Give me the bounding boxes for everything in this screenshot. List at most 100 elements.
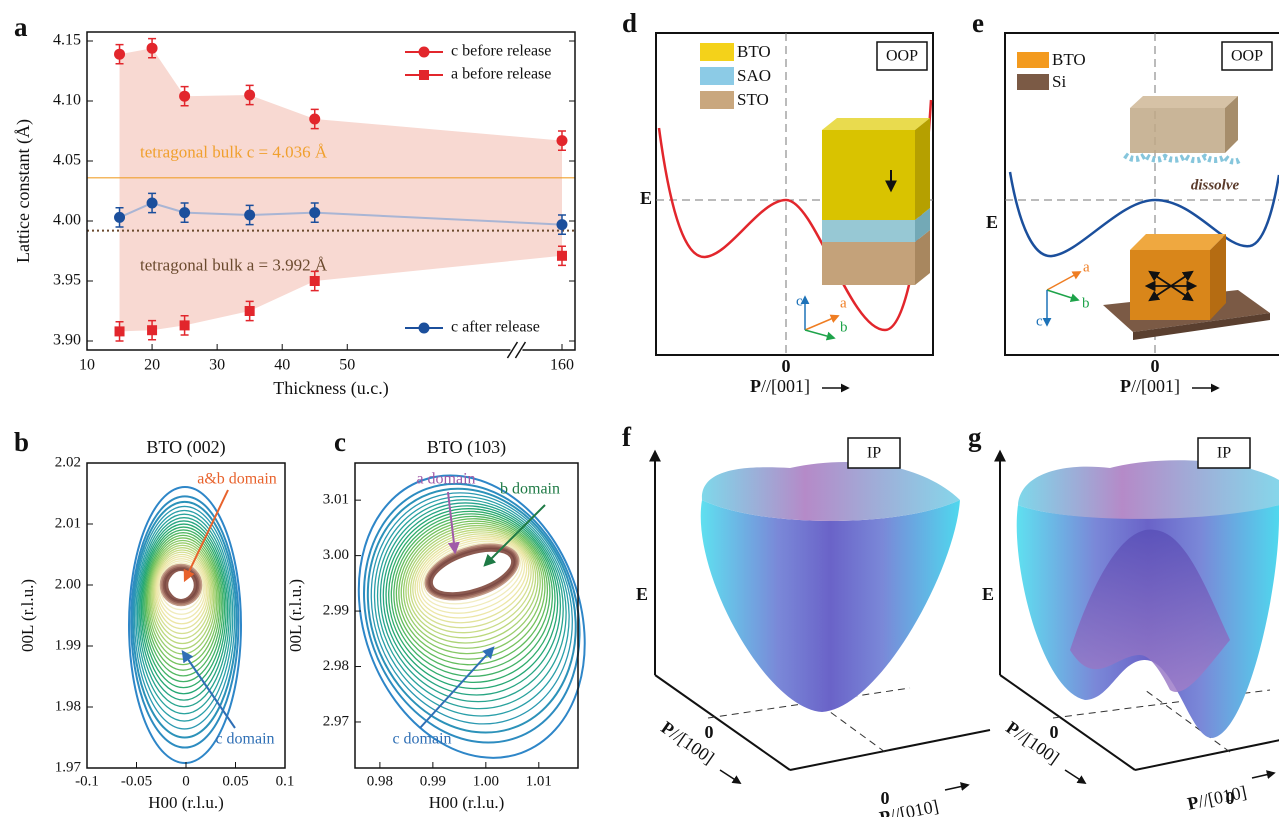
sao-layer: [822, 220, 915, 242]
x-tick-label: 10: [79, 357, 95, 374]
data-point: [556, 219, 567, 230]
axis-arrow: [1047, 290, 1078, 300]
chart-title: BTO (002): [146, 437, 225, 458]
data-point: [309, 207, 320, 218]
energy-label: E: [636, 584, 648, 604]
axis-letter: c: [1036, 313, 1043, 329]
p-axis-label: P//[001]: [1120, 376, 1180, 396]
y-tick-label: 2.01: [55, 515, 81, 531]
annotation: b domain: [500, 481, 560, 498]
legend-swatch: [700, 67, 734, 85]
panel-label: d: [622, 8, 637, 38]
y-tick-label: 4.10: [53, 92, 81, 109]
origin-label: 0: [782, 356, 791, 376]
bto-side: [915, 118, 930, 220]
p-arrow: [1065, 770, 1085, 783]
bto-top: [822, 118, 930, 130]
y-axis-label: 00L (r.l.u.): [286, 579, 305, 652]
panel-label: g: [968, 422, 982, 452]
origin-label: 0: [1151, 356, 1160, 376]
x-tick-label: -0.1: [75, 773, 99, 789]
x-tick-label: 0.1: [276, 773, 295, 789]
data-point: [114, 49, 125, 60]
panel-d: c a b OOP E 0 P//[001]: [640, 33, 933, 396]
data-point: [244, 90, 255, 101]
contour-map: [129, 487, 241, 763]
dissolving-layer: [1125, 155, 1241, 162]
surface-rim: [1018, 460, 1279, 519]
annotation: a&b domain: [197, 471, 277, 488]
y-tick-label: 2.97: [323, 713, 350, 729]
data-point: [179, 207, 190, 218]
legend-marker: [419, 323, 430, 334]
origin-label: 0: [1050, 722, 1059, 742]
annotation: c domain: [215, 731, 274, 748]
x-tick-label: 40: [274, 357, 290, 374]
p-direction: //[010]: [1196, 782, 1248, 812]
y-tick-label: 3.00: [323, 547, 349, 563]
data-point: [245, 306, 255, 316]
panel-label: b: [14, 427, 29, 457]
tag: IP: [867, 445, 881, 462]
plot-frame: [87, 463, 285, 768]
y-tick-label: 3.95: [53, 272, 81, 289]
p-arrow: [720, 770, 740, 783]
data-point: [115, 326, 125, 336]
axis-letter: c: [796, 293, 803, 309]
note: dissolve: [1191, 177, 1240, 193]
p-direction: //[010]: [888, 796, 940, 817]
reference-label: tetragonal bulk c = 4.036 Å: [140, 143, 328, 162]
data-point: [556, 135, 567, 146]
energy-label: E: [986, 212, 998, 232]
x-tick-label: 1.00: [473, 773, 499, 789]
p-arrow: [1252, 773, 1274, 778]
tag: OOP: [886, 48, 918, 65]
annotation: a domain: [416, 471, 475, 488]
y-tick-label: 2.02: [55, 454, 81, 470]
p-symbol: P: [750, 376, 761, 396]
x-tick-label: 0.05: [222, 773, 248, 789]
bto-layer: [822, 130, 915, 220]
peak-center: [169, 571, 193, 599]
energy-surface: [701, 500, 960, 712]
legend-label: a before release: [451, 66, 551, 83]
x-tick-label: 30: [209, 357, 225, 374]
y-tick-label: 1.98: [55, 698, 81, 714]
y-tick-label: 3.01: [323, 492, 349, 508]
data-point: [244, 210, 255, 221]
bto-top: [1130, 234, 1226, 250]
panel-g: IP E 0 0 P//[100] P//[010]: [982, 438, 1279, 814]
tag: IP: [1217, 445, 1231, 462]
legend-label: BTO: [1052, 50, 1086, 69]
legend-swatch: [700, 91, 734, 109]
dissolving-film: [1130, 108, 1225, 153]
axis-arrow: [1047, 272, 1080, 290]
y-axis-label: 00L (r.l.u.): [18, 579, 37, 652]
y-axis-label: Lattice constant (Å): [13, 119, 34, 263]
contour-line: [340, 465, 604, 753]
energy-label: E: [640, 188, 652, 208]
figure: a b c d e f g c a b OOP E 0 P//[001] dis…: [0, 0, 1279, 817]
floor-edge: [790, 730, 990, 770]
y-tick-label: 2.98: [323, 658, 349, 674]
dissolving-top: [1130, 96, 1238, 108]
legend-swatch: [1017, 52, 1049, 68]
annotation: c domain: [392, 731, 451, 748]
x-axis-label: H00 (r.l.u.): [148, 793, 224, 812]
reference-label: tetragonal bulk a = 3.992 Å: [140, 256, 328, 275]
y-tick-label: 1.97: [55, 759, 82, 775]
y-tick-label: 4.05: [53, 152, 81, 169]
x-tick-label: -0.05: [121, 773, 152, 789]
floor-edge: [1135, 738, 1279, 770]
data-point: [147, 43, 158, 54]
legend-label: c after release: [451, 319, 540, 336]
chart-title: BTO (103): [427, 437, 506, 458]
shaded-range: [120, 48, 562, 331]
p-direction: //[001]: [761, 376, 810, 396]
axis-arrow: [805, 330, 834, 338]
axis-arrow: [805, 316, 838, 330]
x-tick-label: 50: [339, 357, 355, 374]
x-axis-label: Thickness (u.c.): [273, 378, 388, 399]
tag: OOP: [1231, 48, 1263, 65]
y-tick-label: 1.99: [55, 637, 81, 653]
